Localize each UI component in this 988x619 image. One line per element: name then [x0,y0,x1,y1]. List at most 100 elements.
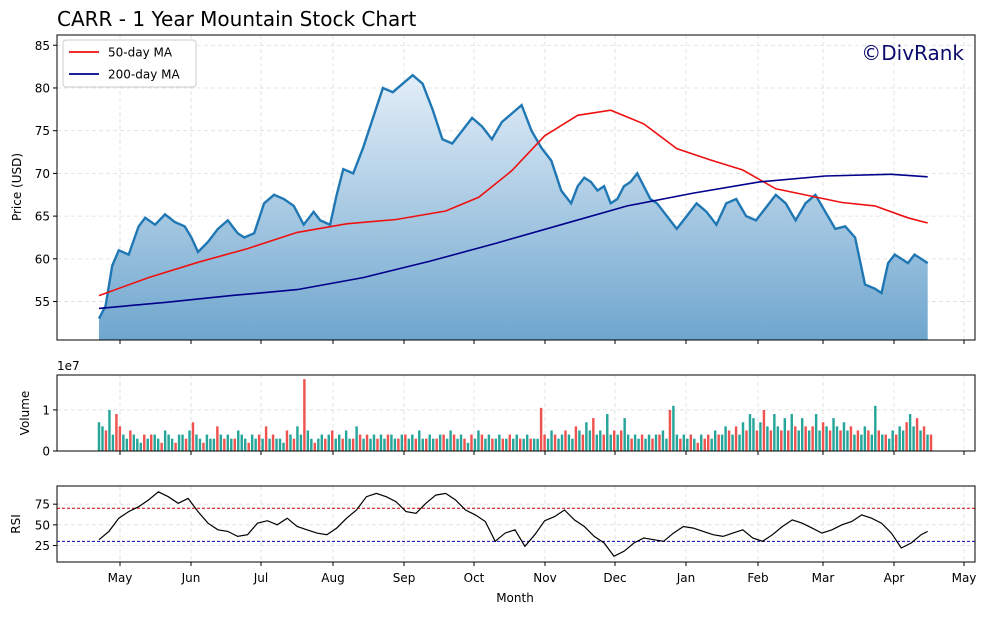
volume-bar [553,434,557,451]
volume-bar [331,430,334,451]
volume-bar [818,430,821,451]
volume-bar [393,438,397,451]
volume-bar [404,434,407,451]
volume-bar [337,434,341,451]
volume-y-axis: 01 [42,403,57,459]
volume-bar [592,418,595,451]
volume-bar [881,434,884,451]
volume-bar [449,430,452,451]
volume-bar [522,438,525,451]
volume-bar [693,438,696,451]
volume-bar [355,426,358,451]
volume-bar [230,438,233,451]
volume-bar [153,434,156,451]
volume-bar [922,426,926,451]
volume-bar [167,434,170,451]
volume-bar [846,430,849,451]
volume-bar [411,434,414,451]
volume-bar [668,409,672,451]
volume-bar [529,438,532,451]
volume-bar [599,430,602,451]
volume-bar [612,430,616,451]
volume-bar [498,434,501,451]
volume-bar [118,426,122,451]
volume-bar [129,430,132,451]
volume-bar [271,434,275,451]
volume-bar [905,422,908,451]
volume-y-tick-label: 0 [42,445,50,459]
volume-bar [139,442,142,451]
volume-bar [619,430,623,451]
volume-bar [473,438,477,451]
volume-bar [181,434,184,451]
x-tick-label: Jul [253,571,268,585]
volume-bar [825,426,828,451]
volume-bar [296,426,299,451]
volume-bar [543,434,546,451]
volume-bar [494,438,498,451]
volume-bar [386,434,390,451]
volume-bar [832,418,835,451]
volume-bar [856,430,860,451]
rsi-panel: 25 50 75 RSI [9,485,976,563]
volume-bar [459,434,463,451]
volume-bar [115,414,118,451]
volume-bar [264,426,268,451]
volume-bar [306,430,310,451]
volume-bar [233,438,236,451]
volume-bar [863,426,867,451]
volume-bar [787,430,790,451]
volume-bar [532,438,536,451]
volume-bar [428,434,431,451]
volume-bar [686,438,689,451]
volume-bar [480,434,484,451]
volume-bar [738,434,741,451]
volume-bar [174,442,177,451]
volume-bar [170,438,174,451]
volume-bar [125,438,129,451]
volume-bar [877,430,880,451]
price-panel-frame [56,34,976,341]
volume-bar [640,434,644,451]
volume-bar [804,426,807,451]
volume-bars [97,379,933,451]
volume-bar [567,434,571,451]
volume-bar [143,434,146,451]
volume-panel: 01 1e7 Volume [18,359,976,459]
volume-bar [773,414,776,451]
x-tick-label: Aug [321,571,344,585]
x-tick-label: Oct [464,571,485,585]
x-tick-label: Jun [181,571,201,585]
volume-bar [177,434,181,451]
x-tick-label: Jan [676,571,696,585]
chart-title: CARR - 1 Year Mountain Stock Chart [57,7,417,31]
volume-bar [720,434,724,451]
volume-bar [320,434,324,451]
volume-bar [484,438,487,451]
rsi-panel-frame [56,485,976,563]
rsi-y-axis: 25 50 75 [35,498,57,553]
x-tick-label: Mar [812,571,835,585]
volume-scale-label: 1e7 [57,359,80,373]
volume-bar [104,430,108,451]
volume-bar [247,442,250,451]
volume-bar [665,438,668,451]
volume-bar [536,438,539,451]
volume-bar [470,434,473,451]
volume-bar [111,434,115,451]
price-panel: 55 60 65 70 75 80 85 Price (USD) ©DivRank 50-d… [10,34,976,341]
volume-bar [209,438,212,451]
volume-bar [515,434,518,451]
volume-bar [644,438,647,451]
rsi-y-tick-label: 50 [35,518,50,532]
volume-bar [717,434,720,451]
volume-bar [344,430,348,451]
volume-bar [122,434,125,451]
volume-bar [679,438,682,451]
volume-bar [926,434,929,451]
legend-ma50-label: 50-day MA [108,46,173,60]
volume-bar [219,434,223,451]
volume-bar [299,434,303,451]
price-y-axis-label: Price (USD) [10,153,24,221]
volume-bar [794,426,797,451]
